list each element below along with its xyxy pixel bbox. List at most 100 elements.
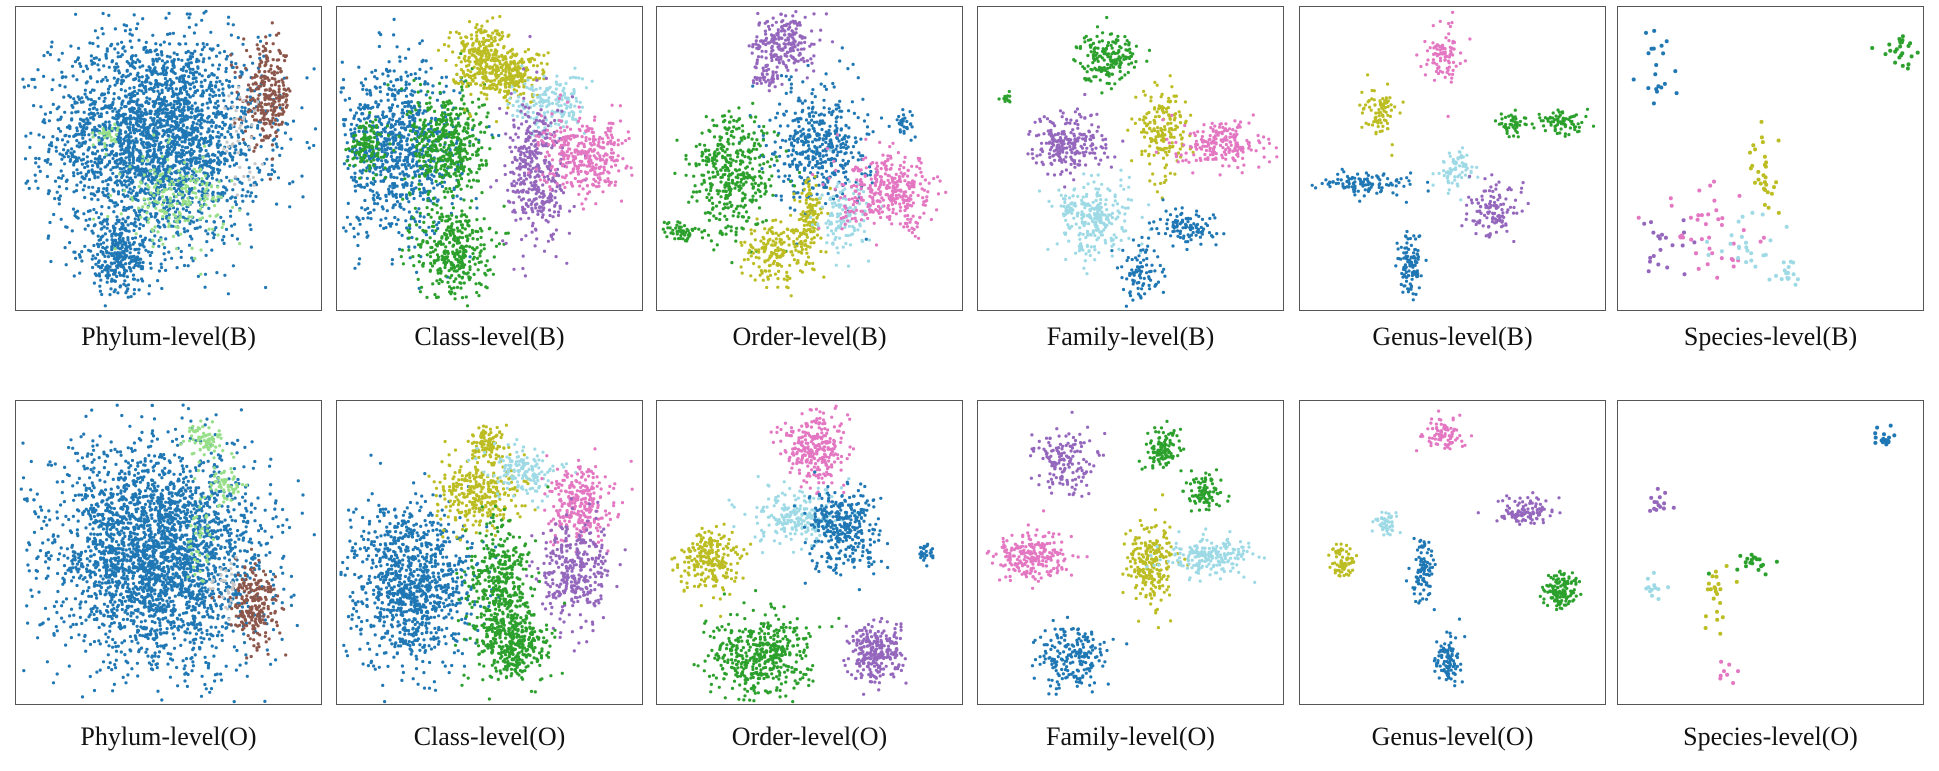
data-point <box>393 122 397 126</box>
data-point <box>231 84 235 88</box>
data-point <box>119 88 123 92</box>
data-point <box>126 287 130 291</box>
data-point <box>379 169 383 174</box>
data-point <box>393 97 397 101</box>
data-point <box>180 145 184 149</box>
data-point <box>269 108 273 112</box>
data-point <box>355 139 359 143</box>
data-point <box>371 171 375 175</box>
data-point <box>384 143 388 147</box>
data-point <box>220 191 224 195</box>
data-point <box>165 60 169 64</box>
data-point <box>374 86 378 90</box>
data-point <box>132 116 136 120</box>
data-point <box>128 255 133 259</box>
data-point <box>400 144 404 148</box>
data-point <box>113 238 117 242</box>
data-point <box>96 36 100 40</box>
data-point <box>426 90 430 94</box>
data-point <box>104 274 108 278</box>
scatter-plot <box>21 9 318 308</box>
data-point <box>229 214 233 218</box>
data-point <box>480 191 484 195</box>
data-point <box>74 12 78 16</box>
data-point <box>449 140 453 144</box>
data-point <box>152 126 156 130</box>
data-point <box>128 161 132 165</box>
data-point <box>178 79 182 83</box>
data-point <box>256 126 260 130</box>
data-point <box>219 153 223 157</box>
data-point <box>139 112 143 117</box>
data-point <box>268 119 272 123</box>
data-point <box>247 148 251 152</box>
data-point <box>80 96 84 100</box>
data-point <box>93 29 97 33</box>
data-point <box>262 117 266 122</box>
data-point <box>373 68 378 73</box>
data-point <box>179 152 183 156</box>
data-point <box>352 140 356 144</box>
data-point <box>274 113 278 117</box>
data-point <box>107 65 111 69</box>
data-point <box>396 91 400 95</box>
data-point <box>484 159 488 163</box>
data-point <box>124 284 128 288</box>
data-point <box>381 127 385 131</box>
data-point <box>431 91 435 95</box>
data-point <box>114 114 119 118</box>
data-point <box>223 106 227 110</box>
data-point <box>380 113 385 117</box>
data-point <box>210 248 214 252</box>
data-point <box>354 111 358 115</box>
data-point <box>376 154 380 158</box>
data-point <box>117 271 121 275</box>
data-point <box>404 80 408 84</box>
data-point <box>140 238 144 243</box>
data-point <box>435 98 439 102</box>
data-point <box>454 106 458 110</box>
data-point <box>79 180 83 184</box>
data-point <box>277 99 281 103</box>
data-point <box>441 119 445 123</box>
data-point <box>138 154 142 158</box>
data-point <box>453 162 457 166</box>
data-point <box>376 141 380 145</box>
data-point <box>109 135 113 139</box>
data-point <box>486 111 490 115</box>
data-point <box>111 109 115 113</box>
data-point <box>205 176 209 180</box>
data-point <box>141 64 145 68</box>
data-point <box>169 109 173 114</box>
data-point <box>80 259 84 263</box>
data-point <box>127 101 131 105</box>
data-point <box>155 178 159 182</box>
data-point <box>224 70 228 74</box>
data-point <box>97 160 101 164</box>
data-point <box>193 90 197 95</box>
data-point <box>84 127 88 131</box>
data-point <box>429 119 433 123</box>
data-point <box>270 21 274 25</box>
data-point <box>460 171 464 176</box>
data-point <box>490 133 494 137</box>
data-point <box>91 265 95 270</box>
data-point <box>161 179 165 183</box>
data-point <box>372 176 376 180</box>
data-point <box>216 156 220 160</box>
data-point <box>137 251 141 255</box>
data-point <box>383 166 387 170</box>
data-point <box>217 88 221 92</box>
data-point <box>193 49 197 53</box>
data-point <box>353 130 357 135</box>
data-point <box>229 53 233 57</box>
data-point <box>394 138 398 142</box>
data-point <box>449 101 453 105</box>
data-point <box>196 106 200 110</box>
data-point <box>275 145 279 149</box>
data-point <box>210 176 214 180</box>
data-point <box>460 209 464 213</box>
data-point <box>106 214 110 219</box>
data-point <box>140 75 144 79</box>
data-point <box>62 148 66 152</box>
